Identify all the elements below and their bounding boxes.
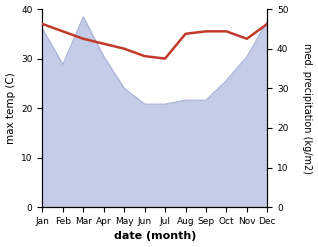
Y-axis label: max temp (C): max temp (C) [5, 72, 16, 144]
Y-axis label: med. precipitation (kg/m2): med. precipitation (kg/m2) [302, 43, 313, 174]
X-axis label: date (month): date (month) [114, 231, 196, 242]
